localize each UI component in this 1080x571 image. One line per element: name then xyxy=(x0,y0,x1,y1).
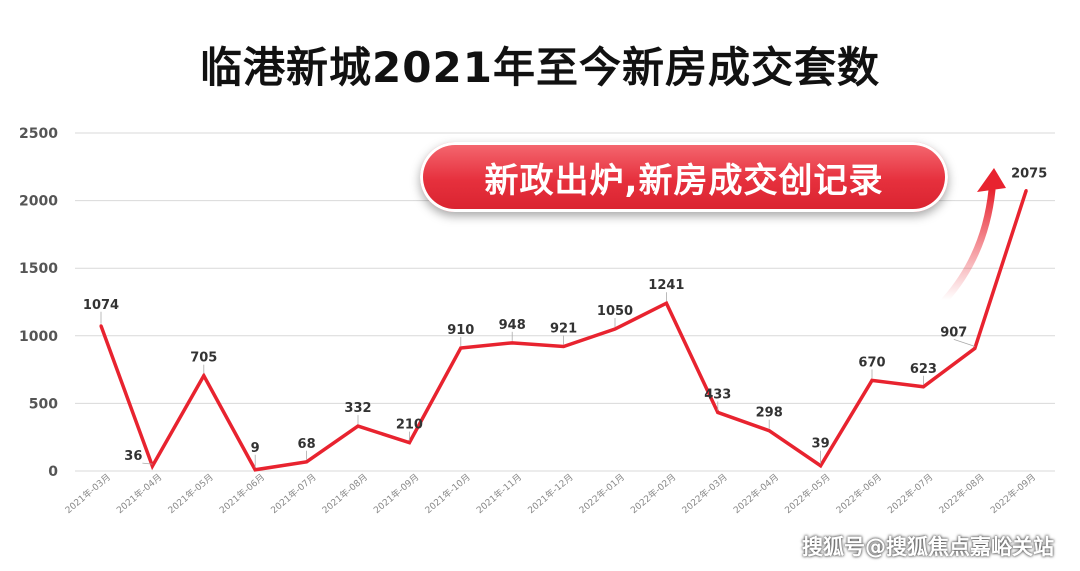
data-point xyxy=(819,464,823,468)
data-point xyxy=(613,327,617,331)
x-tick-label: 2022年-09月 xyxy=(988,471,1038,516)
data-label: 332 xyxy=(344,401,371,416)
data-label: 433 xyxy=(704,387,731,402)
x-tick-label: 2021年-06月 xyxy=(217,471,267,516)
callout-banner: 新政出炉,新房成交创记录 xyxy=(420,142,948,212)
y-tick-label: 2500 xyxy=(19,126,58,142)
data-label: 705 xyxy=(190,351,217,366)
data-point xyxy=(1024,188,1028,192)
x-tick-label: 2021年-03月 xyxy=(63,471,113,516)
label-leader xyxy=(142,462,153,465)
data-label: 36 xyxy=(124,449,142,464)
x-tick-label: 2022年-08月 xyxy=(936,471,986,516)
watermark: 搜狐号@搜狐焦点嘉峪关站 xyxy=(802,535,1054,559)
data-label: 298 xyxy=(756,406,783,421)
data-label: 907 xyxy=(940,325,967,340)
x-tick-label: 2022年-01月 xyxy=(577,471,627,516)
x-tick-label: 2022年-07月 xyxy=(885,471,935,516)
y-tick-label: 2000 xyxy=(19,194,58,210)
data-label: 1074 xyxy=(83,298,119,313)
x-tick-label: 2022年-06月 xyxy=(834,471,884,516)
x-tick-label: 2021年-09月 xyxy=(371,471,421,516)
data-label: 210 xyxy=(396,418,423,433)
data-label: 921 xyxy=(550,321,577,336)
data-point xyxy=(716,410,720,414)
x-tick-label: 2021年-12月 xyxy=(525,471,575,516)
chart-title: 临港新城2021年至今新房成交套数 xyxy=(200,43,880,92)
data-label: 2075 xyxy=(1011,166,1047,181)
data-labels: 1074 36 705 9 68 332 210 910 948 921 1050 1241 433 29… xyxy=(83,166,1047,468)
data-label: 910 xyxy=(447,323,474,338)
data-point xyxy=(99,324,103,328)
data-point xyxy=(510,341,514,345)
label-leader xyxy=(953,338,975,347)
x-tick-label: 2022年-04月 xyxy=(731,471,781,516)
data-label: 68 xyxy=(298,437,316,452)
grid-lines xyxy=(75,132,1055,472)
data-point xyxy=(870,378,874,382)
data-point xyxy=(459,346,463,350)
y-tick-label: 500 xyxy=(29,396,58,412)
x-tick-label: 2022年-05月 xyxy=(782,471,832,516)
y-tick-label: 1500 xyxy=(19,261,58,277)
data-point xyxy=(407,441,411,445)
x-tick-label: 2021年-04月 xyxy=(114,471,164,516)
data-point xyxy=(305,460,309,464)
data-point xyxy=(150,464,154,468)
x-tick-label: 2022年-02月 xyxy=(628,471,678,516)
data-point xyxy=(767,429,771,433)
series-line xyxy=(99,188,1028,472)
x-tick-label: 2021年-11月 xyxy=(474,471,524,516)
data-point xyxy=(356,424,360,428)
x-tick-label: 2021年-10月 xyxy=(422,471,472,516)
data-label: 39 xyxy=(812,437,830,452)
data-label: 9 xyxy=(251,441,260,456)
y-tick-label: 1000 xyxy=(19,329,58,345)
y-axis-ticks: 0 500 1000 1500 2000 2500 xyxy=(19,126,58,480)
x-axis-ticks: 2021年-03月 2021年-04月 2021年-05月 2021年-06月 2021… xyxy=(63,471,1039,516)
data-label: 948 xyxy=(499,318,526,333)
data-label: 623 xyxy=(910,362,937,377)
data-point xyxy=(562,344,566,348)
data-point xyxy=(973,346,977,350)
data-label: 670 xyxy=(858,355,885,370)
data-point xyxy=(253,468,257,472)
data-point xyxy=(202,374,206,378)
data-label: 1241 xyxy=(648,278,684,293)
x-tick-label: 2021年-08月 xyxy=(320,471,370,516)
y-tick-label: 0 xyxy=(48,464,58,480)
x-tick-label: 2022年-03月 xyxy=(679,471,729,516)
x-tick-label: 2021年-07月 xyxy=(268,471,318,516)
trend-arrow-icon xyxy=(941,168,1006,304)
data-point xyxy=(921,385,925,389)
data-point xyxy=(664,301,668,305)
data-label: 1050 xyxy=(597,304,633,319)
x-tick-label: 2021年-05月 xyxy=(165,471,215,516)
